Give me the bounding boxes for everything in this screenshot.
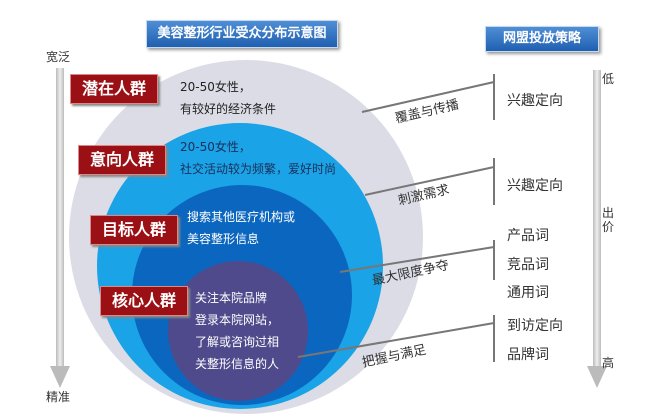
bid-label: 出价 [602,206,615,234]
target-interest-1: 兴趣定向 [507,93,563,109]
target-generic-words: 通用词 [507,285,549,301]
right-axis-arrow [593,70,601,368]
tag-target: 目标人群 [90,215,178,245]
desc-core: 关注本院品牌 登录本院网站， 了解或咨询过相 关整形信息的人 [195,291,280,371]
strategy-title: 网盟投放策略 [485,26,599,52]
desc-target: 搜索其他医疗机构或 美容整形信息 [187,210,296,246]
tag-intent: 意向人群 [78,145,166,175]
bid-high-label: 高 [602,356,615,370]
target-competitor-words: 竞品词 [507,257,549,273]
desc-intent: 20-50女性， 社交活动较为频繁，爱好时尚 [180,140,337,176]
left-axis-arrow [56,68,64,368]
diagram-title: 美容整形行业受众分布示意图 [146,20,338,48]
tag-potential: 潜在人群 [70,74,158,104]
core-circle [168,261,308,401]
tag-core: 核心人群 [100,286,188,316]
target-brand-words: 品牌词 [507,347,549,363]
target-interest-2: 兴趣定向 [507,178,563,194]
bid-low-label: 低 [602,72,615,86]
target-product-words: 产品词 [507,228,549,244]
axis-label-broad: 宽泛 [46,50,71,64]
target-visit: 到访定向 [507,318,563,334]
connector-lines [297,74,495,362]
axis-label-precise: 精准 [46,390,71,404]
desc-potential: 20-50女性， 有较好的经济条件 [180,80,277,116]
